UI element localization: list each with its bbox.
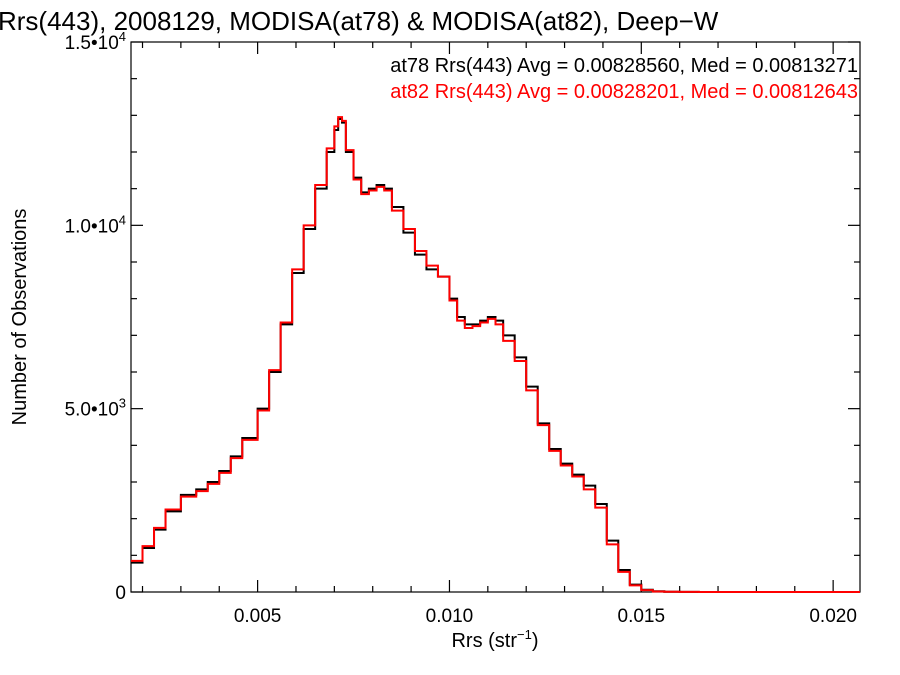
plot-frame	[130, 41, 861, 593]
series-line-at78	[131, 118, 860, 593]
y-axis-label: Number of Observations	[9, 209, 31, 426]
y-tick-label: 1.5•104	[65, 29, 126, 54]
x-tick-label: 0.005	[234, 606, 282, 627]
y-axis-ticks: 0 5.0•103 1.0•104 1.5•104	[65, 29, 860, 604]
series-line-at82	[131, 116, 860, 593]
x-tick-label: 0.010	[426, 606, 474, 627]
x-axis-label: Rrs (str−1)	[451, 627, 538, 652]
x-axis-label-main: Rrs (str	[451, 630, 517, 652]
y-tick-label: 1.0•104	[65, 212, 126, 237]
x-axis-ticks: 0.005 0.010 0.015 0.020	[141, 42, 857, 627]
chart-title: Rrs(443), 2008129, MODISA(at78) & MODISA…	[0, 6, 719, 36]
annotation-at78: at78 Rrs(443) Avg = 0.00828560, Med = 0.…	[390, 55, 858, 77]
x-tick-label: 0.015	[618, 606, 666, 627]
x-tick-label: 0.020	[809, 606, 857, 627]
y-tick-label: 0	[115, 583, 126, 604]
y-tick-label: 5.0•103	[65, 396, 126, 421]
x-axis-label-end: )	[532, 630, 539, 652]
x-axis-label-sup: −1	[517, 627, 532, 642]
series-layer	[131, 116, 860, 593]
annotation-at82: at82 Rrs(443) Avg = 0.00828201, Med = 0.…	[390, 81, 858, 103]
